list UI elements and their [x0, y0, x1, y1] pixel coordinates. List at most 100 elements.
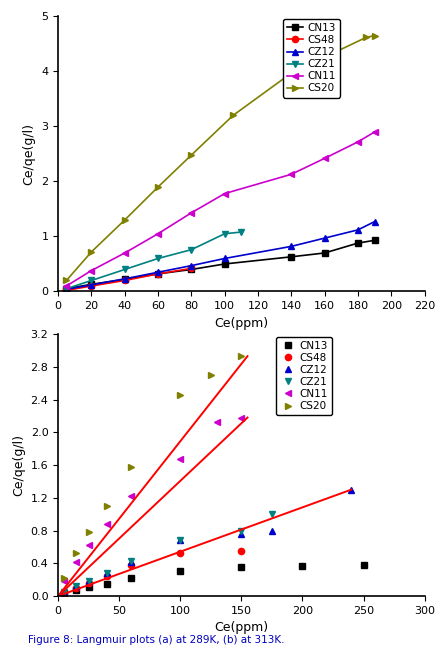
CN11 [214, 419, 219, 426]
CZ12 [62, 588, 67, 596]
CN11 [86, 541, 91, 549]
CN13 [62, 589, 67, 597]
CS48 [177, 550, 183, 557]
CS48 [189, 265, 194, 272]
CS48 [62, 589, 67, 597]
CS48 [129, 561, 134, 569]
Text: Figure 8: Langmuir plots (a) at 289K, (b) at 313K.: Figure 8: Langmuir plots (a) at 289K, (b… [28, 635, 285, 645]
CZ21 [222, 230, 228, 238]
CS20 [372, 31, 377, 39]
CZ12 [86, 578, 91, 586]
X-axis label: Ce(ppm): Ce(ppm) [214, 317, 269, 329]
CS20 [230, 111, 236, 119]
Line: CN13: CN13 [61, 562, 367, 596]
CZ21 [156, 255, 161, 263]
CZ12 [322, 234, 327, 242]
CN11 [62, 578, 67, 586]
Line: CN11: CN11 [63, 129, 378, 289]
CS20 [104, 502, 110, 510]
CS20 [86, 528, 91, 536]
CZ21 [239, 228, 244, 236]
CS48 [86, 579, 91, 587]
CZ12 [156, 269, 161, 276]
CN11 [64, 282, 69, 290]
CS48 [64, 286, 69, 294]
CS48 [239, 547, 244, 555]
CN11 [355, 138, 361, 146]
CN11 [156, 230, 161, 238]
CN13 [372, 236, 377, 244]
CZ21 [239, 527, 244, 534]
CN11 [129, 493, 134, 500]
CZ21 [62, 588, 67, 596]
CS48 [74, 584, 79, 592]
CZ12 [222, 255, 228, 263]
CS48 [156, 270, 161, 278]
Line: CS48: CS48 [61, 548, 245, 596]
CZ21 [89, 276, 94, 284]
CZ12 [349, 486, 354, 494]
CN11 [322, 155, 327, 162]
CN11 [222, 189, 228, 197]
CZ21 [122, 265, 127, 273]
Line: CZ12: CZ12 [63, 219, 378, 292]
CS20 [64, 276, 69, 284]
CZ12 [189, 262, 194, 270]
CN11 [177, 455, 183, 462]
CS20 [122, 216, 127, 224]
CN13 [361, 561, 366, 569]
Line: CS48: CS48 [63, 265, 194, 293]
CS20 [156, 183, 161, 191]
CN13 [89, 280, 94, 288]
CZ12 [64, 286, 69, 293]
CN13 [300, 562, 305, 570]
CZ12 [74, 582, 79, 590]
CN11 [372, 128, 377, 136]
CN11 [289, 170, 294, 178]
CN13 [322, 249, 327, 257]
CN13 [86, 583, 91, 591]
CS20 [364, 33, 369, 41]
CN13 [222, 260, 228, 268]
CS20 [289, 69, 294, 77]
CN13 [156, 270, 161, 278]
CZ12 [104, 569, 110, 577]
CS48 [122, 276, 127, 284]
Line: CZ12: CZ12 [61, 487, 354, 595]
CZ12 [239, 530, 244, 538]
Line: CS20: CS20 [61, 353, 245, 581]
CS20 [189, 151, 194, 159]
CZ12 [177, 536, 183, 544]
Line: CZ21: CZ21 [63, 229, 245, 292]
CN11 [104, 520, 110, 528]
CZ21 [104, 569, 110, 577]
CS20 [239, 352, 244, 360]
CS20 [74, 550, 79, 557]
CZ21 [86, 578, 91, 586]
CN13 [289, 253, 294, 261]
CS48 [89, 282, 94, 290]
CN13 [239, 563, 244, 571]
CZ12 [355, 226, 361, 234]
CS48 [104, 572, 110, 580]
CZ21 [74, 582, 79, 590]
CN11 [122, 249, 127, 257]
Line: CN13: CN13 [63, 237, 378, 292]
Line: CS20: CS20 [63, 33, 378, 284]
CZ21 [129, 557, 134, 565]
CZ12 [372, 217, 377, 225]
CN11 [189, 209, 194, 217]
CZ21 [64, 285, 69, 293]
CN13 [122, 276, 127, 284]
CZ21 [177, 536, 183, 544]
CZ12 [289, 242, 294, 250]
CN11 [89, 267, 94, 274]
CN13 [177, 567, 183, 576]
CN11 [239, 414, 244, 422]
Line: CZ21: CZ21 [61, 511, 275, 595]
Y-axis label: Ce/qe(g/l): Ce/qe(g/l) [12, 434, 25, 496]
Legend: CN13, CS48, CZ12, CZ21, CN11, CS20: CN13, CS48, CZ12, CZ21, CN11, CS20 [283, 19, 340, 98]
Y-axis label: Ce/qe(g/l): Ce/qe(g/l) [23, 123, 36, 185]
CZ12 [122, 275, 127, 283]
CS20 [177, 392, 183, 400]
